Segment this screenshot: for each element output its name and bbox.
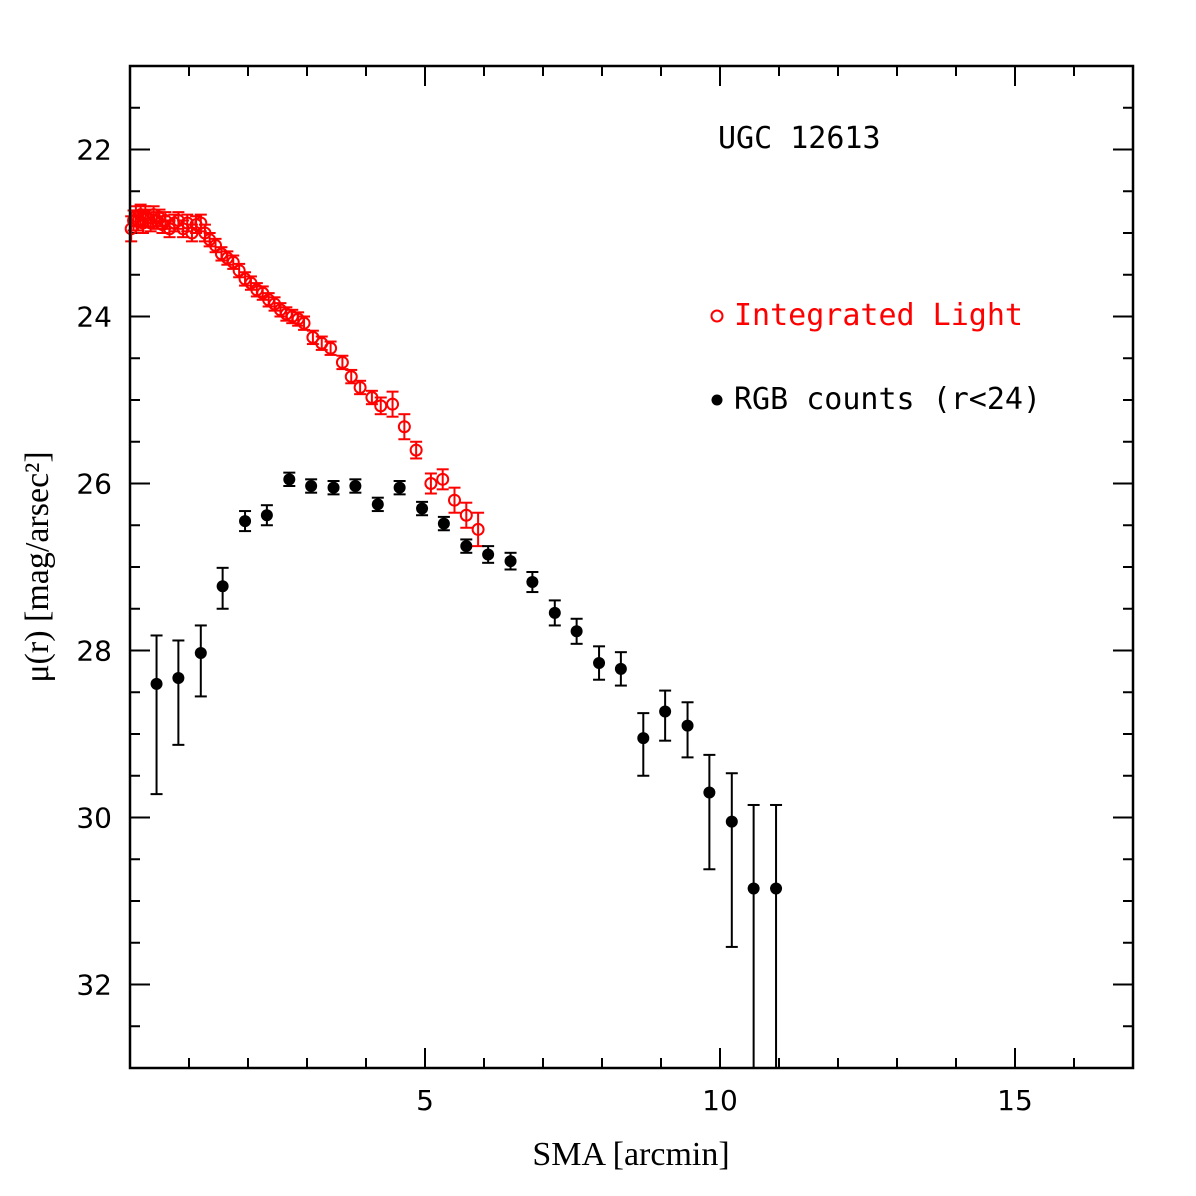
integrated-light-point: [365, 390, 379, 404]
rgb-counts-point: [283, 473, 296, 486]
rgb-counts-point: [593, 657, 606, 670]
y-tick-label: 24: [76, 301, 112, 334]
y-tick-label: 28: [76, 635, 112, 668]
integrated-light-point: [226, 255, 240, 269]
rgb-counts-point: [194, 647, 207, 660]
integrated-light-point: [335, 355, 349, 369]
rgb-counts-point: [614, 662, 627, 675]
rgb-counts-points: [150, 473, 783, 895]
integrated-light-point: [436, 472, 450, 486]
integrated-light-point: [306, 330, 320, 344]
rgb-counts-point: [747, 882, 760, 895]
rgb-counts-point: [770, 882, 783, 895]
rgb-counts-point: [416, 502, 429, 515]
y-axis-label: μ(r) [mag/arsec²]: [19, 451, 56, 682]
integrated-light-point: [353, 380, 367, 394]
rgb-counts-point: [437, 517, 450, 530]
rgb-counts-point: [681, 719, 694, 732]
plot-frame: [128, 64, 1135, 1070]
galaxy-annotation: UGC 12613: [718, 121, 881, 156]
integrated-light-point: [285, 310, 299, 323]
integrated-light-point: [209, 239, 223, 253]
rgb-counts-point: [570, 625, 583, 638]
rgb-counts-point: [393, 481, 406, 494]
rgb-counts-point: [371, 498, 384, 511]
integrated-light-point: [471, 522, 485, 536]
integrated-light-point: [297, 316, 311, 330]
rgb-counts-point: [239, 515, 252, 528]
integrated-light-point: [397, 420, 411, 434]
rgb-counts-point: [327, 481, 340, 494]
rgb-counts-point: [548, 606, 561, 619]
legend: Integrated Light RGB counts (r<24): [710, 298, 1041, 417]
legend-label-rgb-counts: RGB counts (r<24): [734, 382, 1041, 417]
y-tick-label: 32: [76, 969, 112, 1002]
rgb-counts-point: [349, 480, 362, 493]
integrated-light-point: [324, 341, 338, 355]
legend-marker-integrated-light: [710, 309, 724, 323]
x-tick-label: 10: [702, 1084, 738, 1117]
rgb-counts-point: [659, 705, 672, 718]
rgb-counts-point: [703, 786, 716, 799]
integrated-light-point: [232, 264, 246, 278]
rgb-counts-point: [725, 815, 738, 828]
integrated-light-point: [409, 443, 423, 457]
integrated-light-point: [374, 399, 388, 413]
rgb-counts-point: [172, 672, 185, 685]
integrated-light-point: [459, 508, 473, 522]
y-tick-label: 22: [76, 134, 112, 167]
integrated-light-point: [180, 216, 194, 230]
rgb-counts-point: [260, 509, 273, 522]
y-tick-label: 30: [76, 802, 112, 835]
integrated-light-point: [448, 493, 461, 507]
rgb-counts-point: [504, 555, 517, 568]
rgb-counts-point: [216, 580, 229, 593]
rgb-counts-point: [460, 540, 473, 553]
legend-label-integrated-light: Integrated Light: [734, 298, 1023, 333]
rgb-counts-point: [637, 732, 650, 745]
integrated-light-point: [279, 307, 293, 321]
integrated-light-point: [424, 477, 438, 490]
integrated-light-point: [386, 397, 400, 411]
x-axis-label: SMA [arcmin]: [532, 1136, 729, 1173]
legend-marker-rgb-counts: [711, 394, 723, 406]
y-tick-label: 26: [76, 468, 112, 501]
integrated-light-point: [344, 370, 358, 384]
axis-ticks: 5 10 15 22 24 26 28 30 32: [76, 66, 1133, 1117]
x-tick-label: 5: [416, 1084, 434, 1117]
rgb-counts-point: [526, 576, 539, 589]
rgb-counts-point: [482, 548, 495, 561]
x-tick-label: 15: [997, 1084, 1033, 1117]
rgb-counts-point: [305, 480, 318, 493]
integrated-light-point: [153, 211, 166, 225]
rgb-counts-point: [150, 677, 163, 690]
